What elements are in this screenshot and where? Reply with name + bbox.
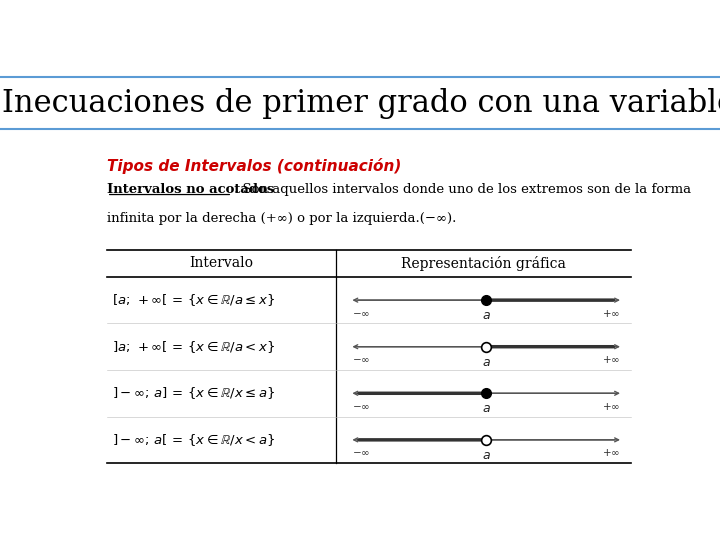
Text: Inecuaciones de primer grado con una variable: Inecuaciones de primer grado con una var…	[2, 87, 720, 119]
Text: $+\infty$: $+\infty$	[602, 447, 620, 458]
Text: $a$: $a$	[482, 309, 490, 322]
Text: $a$: $a$	[482, 449, 490, 462]
Text: $]-\infty;\,a]\,=\,\{x\in\mathbb{R}/x\leq a\}$: $]-\infty;\,a]\,=\,\{x\in\mathbb{R}/x\le…	[112, 386, 276, 401]
Text: Representación gráfica: Representación gráfica	[401, 256, 566, 271]
Text: $]-\infty;\,a[\,=\,\{x\in\mathbb{R}/x<a\}$: $]-\infty;\,a[\,=\,\{x\in\mathbb{R}/x<a\…	[112, 432, 276, 448]
Text: Intervalos no acotados: Intervalos no acotados	[107, 183, 274, 197]
Text: $-\infty$: $-\infty$	[352, 354, 371, 364]
Text: $-\infty$: $-\infty$	[352, 401, 371, 411]
Text: Intervalo: Intervalo	[189, 256, 253, 271]
Text: $+\infty$: $+\infty$	[602, 401, 620, 412]
Text: $[a;\,+\infty[\,=\,\{x\in\mathbb{R}/a\leq x\}$: $[a;\,+\infty[\,=\,\{x\in\mathbb{R}/a\le…	[112, 292, 276, 308]
Text: $-\infty$: $-\infty$	[352, 308, 371, 318]
Text: $-\infty$: $-\infty$	[352, 447, 371, 457]
Text: $+\infty$: $+\infty$	[602, 354, 620, 365]
Text: infinita por la derecha (+∞) o por la izquierda.(−∞).: infinita por la derecha (+∞) o por la iz…	[107, 212, 456, 225]
Text: $+\infty$: $+\infty$	[602, 308, 620, 319]
Text: $a$: $a$	[482, 402, 490, 415]
Text: Tipos de Intervalos (continuación): Tipos de Intervalos (continuación)	[107, 158, 401, 174]
Text: . Son aquellos intervalos donde uno de los extremos son de la forma: . Son aquellos intervalos donde uno de l…	[234, 183, 691, 197]
Text: $a$: $a$	[482, 356, 490, 369]
Text: $]a;\,+\infty[\,=\,\{x\in\mathbb{R}/a<x\}$: $]a;\,+\infty[\,=\,\{x\in\mathbb{R}/a<x\…	[112, 339, 276, 355]
